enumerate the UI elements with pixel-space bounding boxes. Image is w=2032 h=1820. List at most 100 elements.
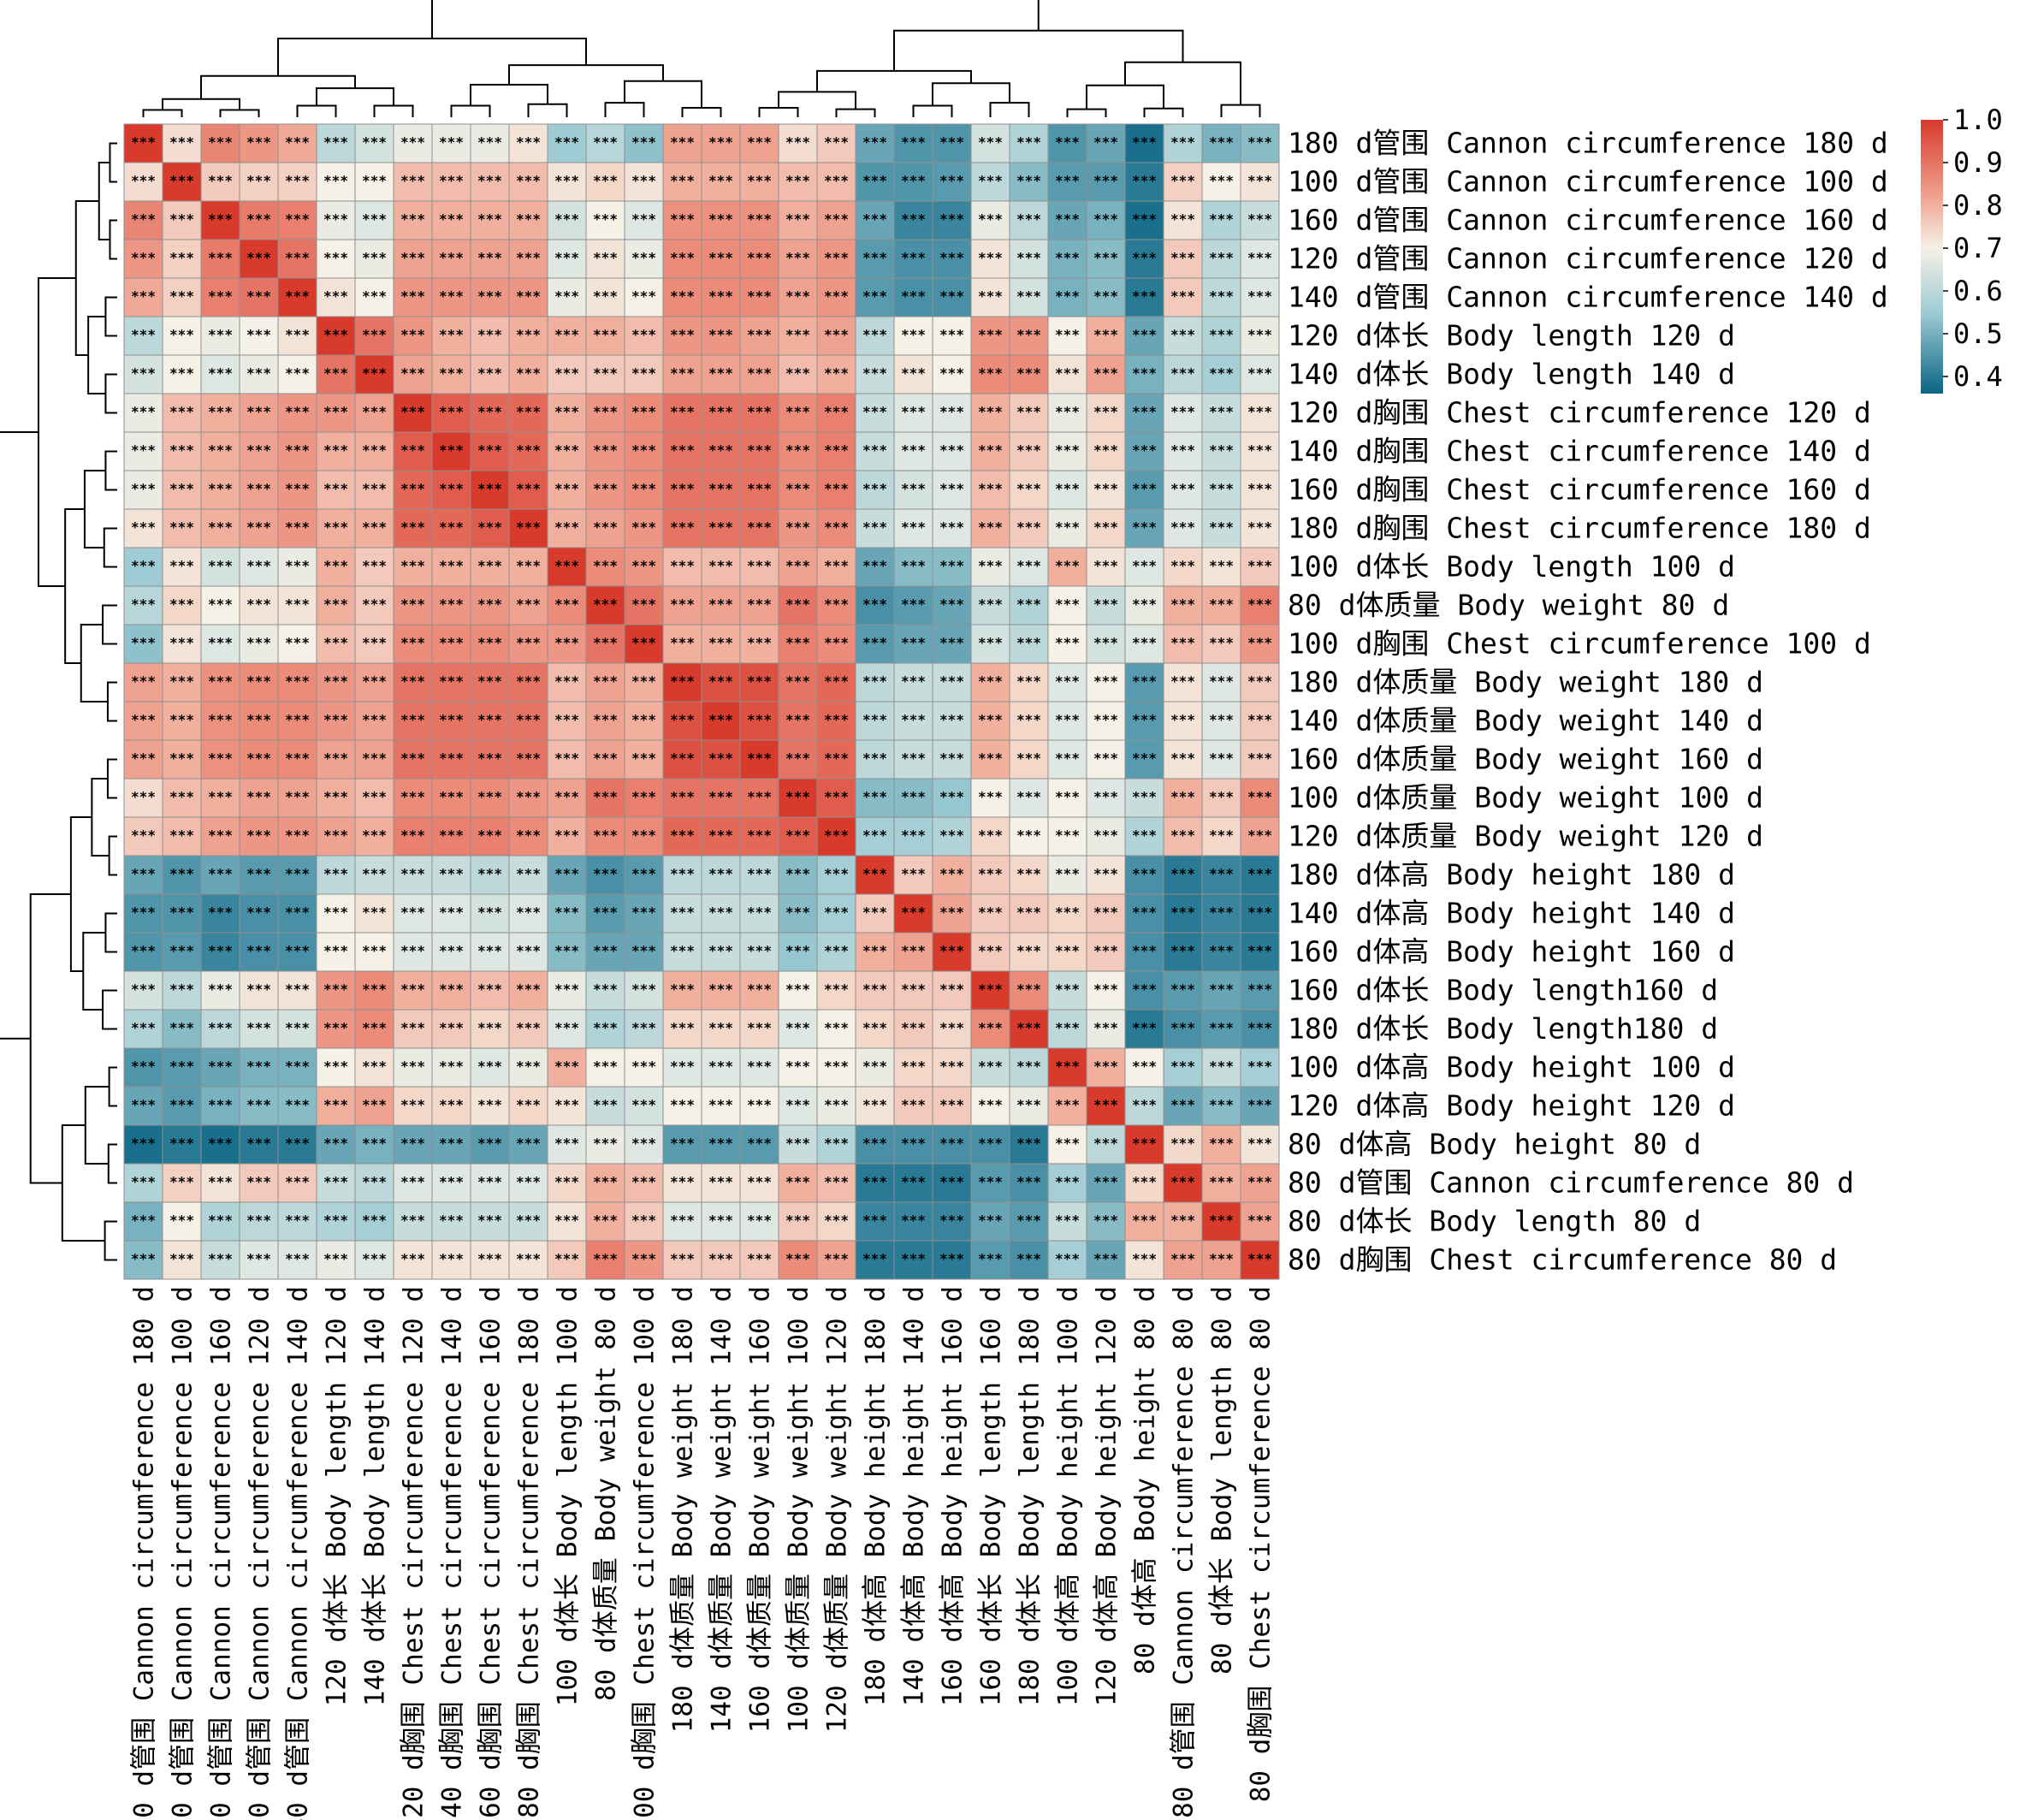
cell-annotation: *** xyxy=(400,134,425,151)
heatmap-cell xyxy=(778,431,818,471)
cell-annotation: *** xyxy=(477,827,502,844)
cell-annotation: *** xyxy=(208,1174,233,1190)
heatmap-cell xyxy=(239,431,279,471)
cell-annotation: *** xyxy=(400,288,425,305)
heatmap-cell xyxy=(662,585,702,625)
heatmap-cell xyxy=(316,585,356,625)
row-label: 160 d体质量 Body weight 160 d xyxy=(1288,743,1763,776)
cell-annotation: *** xyxy=(708,1135,733,1152)
cell-annotation: *** xyxy=(131,673,156,690)
cell-annotation: *** xyxy=(1093,596,1118,613)
cell-annotation: *** xyxy=(862,327,887,343)
cell-annotation: *** xyxy=(285,481,310,497)
cell-annotation: *** xyxy=(1055,635,1080,651)
cell-annotation: *** xyxy=(1016,635,1041,651)
cell-annotation: *** xyxy=(554,596,579,613)
heatmap-cell xyxy=(162,893,202,934)
heatmap-cell xyxy=(123,316,163,356)
heatmap-cell xyxy=(547,1163,587,1203)
cell-annotation: *** xyxy=(631,1058,656,1075)
cell-annotation: *** xyxy=(939,1251,964,1267)
heatmap-cell xyxy=(316,855,356,895)
heatmap-cell xyxy=(1201,778,1241,818)
heatmap-cell xyxy=(893,316,933,356)
cell-annotation: *** xyxy=(862,519,887,536)
cell-annotation: *** xyxy=(1132,1097,1157,1113)
cell-annotation: *** xyxy=(400,1251,425,1267)
cell-annotation: *** xyxy=(400,827,425,844)
cell-annotation: *** xyxy=(477,481,502,497)
cell-annotation: *** xyxy=(323,750,348,767)
cell-annotation: *** xyxy=(1055,1212,1080,1229)
heatmap-cell xyxy=(470,1124,510,1165)
cell-annotation: *** xyxy=(1247,789,1272,805)
heatmap-cell xyxy=(1163,701,1203,741)
cell-annotation: *** xyxy=(1209,558,1234,574)
cell-annotation: *** xyxy=(400,558,425,574)
cell-annotation: *** xyxy=(439,789,464,805)
cell-annotation: *** xyxy=(785,173,810,189)
heatmap-cell xyxy=(739,585,779,625)
cell-annotation: *** xyxy=(1170,1097,1195,1113)
cell-annotation: *** xyxy=(400,1058,425,1075)
cell-annotation: *** xyxy=(939,1020,964,1036)
cell-annotation: *** xyxy=(1247,519,1272,536)
cell-annotation: *** xyxy=(285,750,310,767)
cell-annotation: *** xyxy=(208,1212,233,1229)
cell-annotation: *** xyxy=(785,981,810,998)
cell-annotation: *** xyxy=(1093,250,1118,266)
cell-annotation: *** xyxy=(323,1135,348,1152)
heatmap-cell xyxy=(431,393,471,433)
column-label: 120 d体质量 Body weight 120 d xyxy=(822,1286,853,1733)
cell-annotation: *** xyxy=(939,1135,964,1152)
cell-annotation: *** xyxy=(285,1097,310,1113)
heatmap-cell xyxy=(1240,816,1280,857)
cell-annotation: *** xyxy=(1247,827,1272,844)
cell-annotation: *** xyxy=(1093,1020,1118,1036)
cell-annotation: *** xyxy=(1132,1174,1157,1190)
cell-annotation: *** xyxy=(670,981,695,998)
cell-annotation: *** xyxy=(747,558,772,574)
cell-annotation: *** xyxy=(670,1135,695,1152)
heatmap-cell xyxy=(893,739,933,780)
heatmap-cell xyxy=(162,1009,202,1049)
cell-annotation: *** xyxy=(477,134,502,151)
cell-annotation: *** xyxy=(1132,827,1157,844)
dendrogram-link xyxy=(98,162,110,240)
heatmap-cell xyxy=(277,316,317,356)
heatmap-cell xyxy=(1240,431,1280,471)
cell-annotation: *** xyxy=(516,1135,541,1152)
heatmap-cell xyxy=(585,316,625,356)
heatmap-cell xyxy=(855,1124,895,1165)
heatmap-cell xyxy=(354,624,394,664)
heatmap-cell xyxy=(470,123,510,163)
cell-annotation: *** xyxy=(131,981,156,998)
heatmap-cell xyxy=(585,624,625,664)
heatmap-cell xyxy=(585,739,625,780)
cell-annotation: *** xyxy=(747,1020,772,1036)
cell-annotation: *** xyxy=(1170,1174,1195,1190)
dendrogram-link xyxy=(681,106,722,117)
cell-annotation: *** xyxy=(939,250,964,266)
dendrogram-link xyxy=(104,450,117,491)
cell-annotation: *** xyxy=(785,134,810,151)
cell-annotation: *** xyxy=(362,173,387,189)
cell-annotation: *** xyxy=(670,635,695,651)
dendrogram-link xyxy=(989,102,1030,117)
cell-annotation: *** xyxy=(1170,1020,1195,1036)
cell-annotation: *** xyxy=(554,750,579,767)
cell-annotation: *** xyxy=(939,558,964,574)
cell-annotation: *** xyxy=(901,827,926,844)
heatmap-cell xyxy=(816,585,856,625)
heatmap-cell xyxy=(816,893,856,934)
heatmap-cell xyxy=(701,970,741,1011)
cell-annotation: *** xyxy=(477,211,502,228)
cell-annotation: *** xyxy=(1209,1020,1234,1036)
cell-annotation: *** xyxy=(477,1212,502,1229)
cell-annotation: *** xyxy=(824,327,849,343)
cell-annotation: *** xyxy=(246,827,271,844)
cell-annotation: *** xyxy=(516,558,541,574)
heatmap-cell xyxy=(470,624,510,664)
heatmap-cell xyxy=(970,1240,1010,1280)
heatmap-cell xyxy=(508,470,548,510)
